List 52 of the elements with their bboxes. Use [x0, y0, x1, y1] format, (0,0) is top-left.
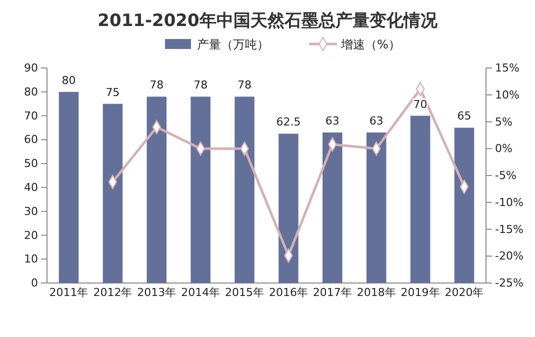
y-tick-label: 10 [24, 252, 38, 266]
data-label: 63 [369, 114, 384, 128]
x-tick-label: 2018年 [356, 286, 396, 299]
bar [146, 96, 167, 283]
bar [190, 96, 210, 283]
x-tick-label: 2017年 [312, 286, 352, 299]
data-label: 75 [106, 86, 120, 99]
bar [234, 96, 254, 283]
y2-tick-label: 10% [495, 88, 520, 102]
data-label: 63 [325, 114, 340, 128]
legend-label: 产量（万吨） [197, 38, 269, 52]
y-tick-label: 80 [24, 85, 38, 98]
y-tick-label: 20 [24, 228, 38, 242]
data-label: 80 [62, 74, 76, 87]
x-tick-label: 2015年 [225, 286, 264, 299]
y-tick-label: 60 [24, 133, 38, 146]
bar [102, 104, 123, 283]
y2-tick-label: -20% [495, 250, 524, 263]
x-tick-label: 2011年 [49, 286, 88, 299]
y2-tick-label: -10% [495, 196, 524, 209]
y-tick-label: 0 [31, 276, 38, 290]
chart-title: 2011-2020年中国天然石墨总产量变化情况 [98, 11, 438, 31]
y2-tick-label: 0% [495, 142, 512, 156]
data-label: 78 [150, 78, 164, 92]
y2-tick-label: 15% [495, 62, 520, 75]
bar [58, 92, 79, 283]
data-label: 70 [413, 98, 428, 111]
data-label: 78 [238, 78, 252, 92]
y-tick-label: 30 [24, 204, 38, 218]
data-label: 65 [457, 110, 472, 123]
bar [366, 132, 386, 283]
data-label: 78 [194, 78, 208, 92]
x-tick-label: 2016年 [268, 286, 308, 299]
y2-tick-label: -15% [495, 222, 524, 236]
x-tick-label: 2019年 [400, 286, 440, 299]
legend-label: 增速（%） [340, 38, 400, 52]
x-tick-label: 2013年 [137, 286, 176, 299]
bar [278, 134, 298, 283]
x-tick-label: 2020年 [444, 286, 484, 299]
bar [322, 132, 342, 283]
x-tick-label: 2014年 [181, 286, 220, 299]
y2-tick-label: -5% [495, 169, 516, 182]
y-tick-label: 70 [24, 109, 38, 122]
x-tick-label: 2012年 [93, 286, 132, 299]
y2-tick-label: -25% [495, 276, 524, 290]
y-tick-label: 90 [24, 62, 38, 75]
y-tick-label: 50 [24, 157, 38, 170]
y-tick-label: 40 [24, 180, 38, 194]
bar [454, 128, 474, 283]
bar [410, 116, 430, 283]
data-label: 62.5 [276, 116, 301, 129]
y2-tick-label: 5% [495, 115, 512, 128]
